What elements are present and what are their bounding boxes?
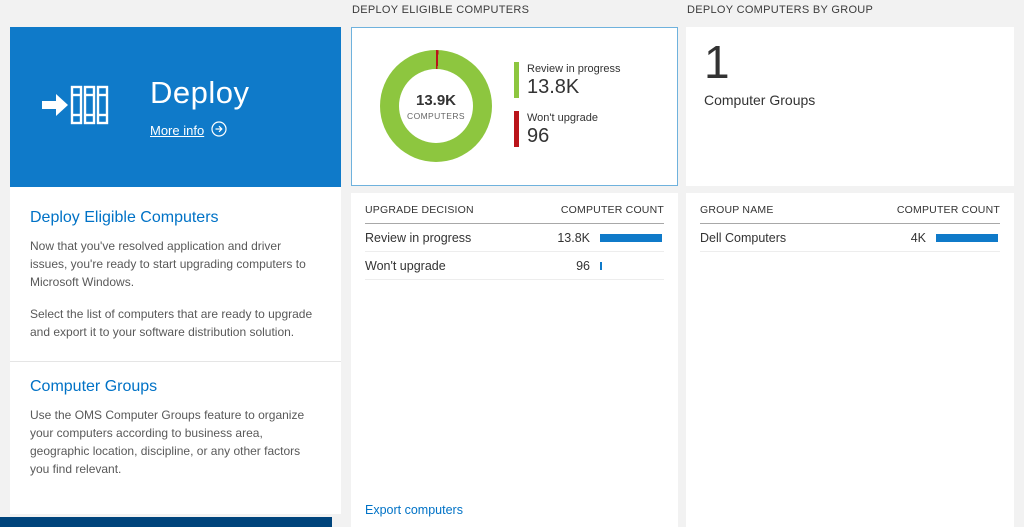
legend-label: Review in progress	[527, 63, 621, 75]
row-bar-track	[600, 261, 664, 270]
section-heading-deploy-eligible: Deploy Eligible Computers	[30, 209, 219, 226]
legend-item-wont-upgrade: Won't upgrade 96	[514, 111, 621, 148]
row-label: Won't upgrade	[365, 258, 446, 273]
donut-center: 13.9K COMPUTERS	[399, 69, 473, 143]
right-column-header: DEPLOY COMPUTERS BY GROUP	[687, 4, 874, 16]
deploy-icon	[40, 81, 112, 134]
legend-value: 13.8K	[527, 76, 580, 98]
column-header-computer-count: COMPUTER COUNT	[560, 204, 664, 216]
section-paragraph: Now that you've resolved application and…	[30, 239, 306, 289]
eligible-computers-chart-card[interactable]: 13.9K COMPUTERS Review in progress 13.8K…	[351, 27, 678, 186]
computer-groups-table: GROUP NAME COMPUTER COUNT Dell Computers…	[686, 193, 1014, 527]
section-paragraph: Use the OMS Computer Groups feature to o…	[30, 408, 305, 476]
deploy-tile[interactable]: Deploy More info	[10, 27, 341, 187]
arrow-circle-icon[interactable]	[211, 120, 227, 140]
column-header-computer-count: COMPUTER COUNT	[896, 204, 1000, 216]
table-row[interactable]: Won't upgrade 96	[365, 252, 664, 280]
legend-color-bar-red	[514, 111, 519, 147]
section-computer-groups: Computer Groups Use the OMS Computer Gro…	[30, 378, 321, 478]
row-bar	[936, 233, 998, 242]
upgrade-decision-table: UPGRADE DECISION COMPUTER COUNT Review i…	[351, 193, 678, 527]
more-info-label[interactable]: More info	[150, 122, 205, 138]
column-header-upgrade-decision: UPGRADE DECISION	[365, 204, 474, 216]
row-bar-track	[936, 233, 1000, 242]
table-row[interactable]: Dell Computers 4K	[700, 224, 1000, 252]
table-header-row: GROUP NAME COMPUTER COUNT	[700, 193, 1000, 224]
section-deploy-eligible: Deploy Eligible Computers Now that you'v…	[30, 209, 321, 341]
row-value: 4K	[910, 230, 926, 245]
legend-color-bar-green	[514, 62, 519, 98]
chart-legend: Review in progress 13.8K Won't upgrade 9…	[514, 62, 621, 160]
section-divider	[10, 361, 341, 362]
row-bar	[600, 261, 602, 270]
table-header-row: UPGRADE DECISION COMPUTER COUNT	[365, 193, 664, 224]
next-tile-edge	[0, 517, 332, 527]
row-bar	[600, 233, 662, 242]
tile-title: Deploy	[150, 74, 250, 110]
computer-groups-count-card[interactable]: 1 Computer Groups	[686, 27, 1014, 186]
export-computers-link[interactable]: Export computers	[365, 503, 463, 517]
row-value: 13.8K	[557, 230, 590, 245]
section-heading-computer-groups: Computer Groups	[30, 378, 158, 395]
group-count-label: Computer Groups	[704, 91, 816, 108]
more-info-link[interactable]: More info	[150, 120, 250, 140]
group-count-value: 1	[704, 36, 730, 88]
column-header-group-name: GROUP NAME	[700, 204, 774, 216]
legend-label: Won't upgrade	[527, 112, 599, 124]
donut-total-value: 13.9K	[415, 91, 457, 109]
row-bar-track	[600, 233, 664, 242]
middle-column-header: DEPLOY ELIGIBLE COMPUTERS	[352, 4, 530, 16]
row-value: 96	[576, 258, 590, 273]
row-label: Dell Computers	[700, 230, 787, 245]
legend-value: 96	[527, 125, 550, 147]
table-row[interactable]: Review in progress 13.8K	[365, 224, 664, 252]
row-label: Review in progress	[365, 230, 472, 245]
deploy-info-card: Deploy Eligible Computers Now that you'v…	[10, 187, 341, 514]
legend-item-review-in-progress: Review in progress 13.8K	[514, 62, 621, 99]
donut-chart: 13.9K COMPUTERS	[380, 50, 492, 162]
donut-total-label: COMPUTERS	[407, 110, 465, 121]
section-paragraph: Select the list of computers that are re…	[30, 307, 313, 339]
